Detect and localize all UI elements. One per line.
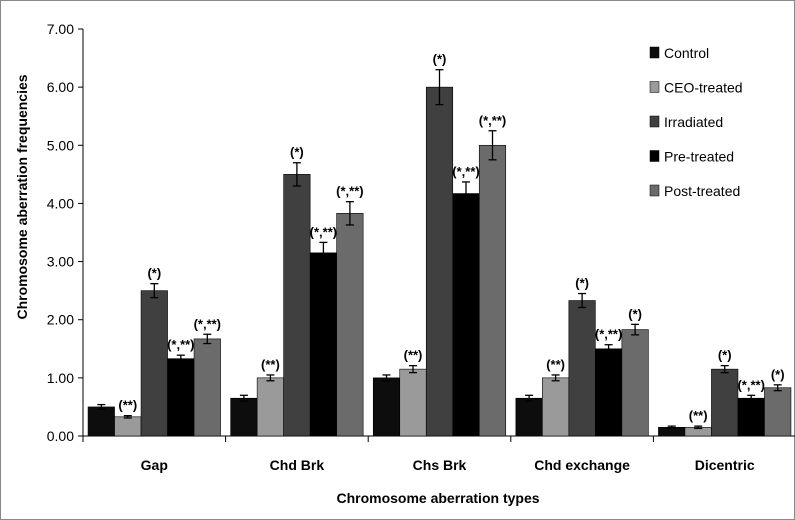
y-axis-title: Chromosome aberration frequencies <box>14 74 30 319</box>
significance-label: (**) <box>546 357 565 372</box>
y-tick-label: 5.00 <box>47 137 74 153</box>
x-tick-label: Chs Brk <box>413 457 467 473</box>
bar <box>425 86 454 437</box>
significance-label: (*) <box>771 367 785 382</box>
x-tick-label: Dicentric <box>695 457 755 473</box>
significance-label: (*,**) <box>336 184 363 199</box>
bar <box>309 252 337 437</box>
significance-label: (*,**) <box>167 337 194 352</box>
significance-label: (**) <box>404 348 423 363</box>
bar <box>114 416 142 437</box>
legend-label: Pre-treated <box>664 149 734 165</box>
legend-swatch <box>649 46 660 59</box>
significance-label: (*,**) <box>737 377 764 392</box>
y-tick-label: 6.00 <box>47 79 74 95</box>
significance-label: (*) <box>147 266 161 281</box>
significance-label: (*) <box>575 276 589 291</box>
bar <box>764 387 792 437</box>
bar <box>399 368 427 437</box>
significance-label: (*,**) <box>479 113 506 128</box>
bar <box>230 397 258 437</box>
legend-swatch <box>649 115 660 128</box>
significance-label: (**) <box>261 357 280 372</box>
bar <box>283 174 311 437</box>
plot-area: 0.00 1.00 2.00 3.00 4.00 5.00 6.00 7.00 (**) (*) (… <box>47 21 795 473</box>
x-axis-title: Chromosome aberration types <box>336 490 539 506</box>
bar <box>372 377 401 437</box>
legend-label: CEO-treated <box>664 80 743 96</box>
legend-label: Post-treated <box>664 183 740 199</box>
significance-label: (**) <box>118 398 137 413</box>
y-tick-label: 7.00 <box>47 21 74 37</box>
legend-swatch <box>649 81 660 93</box>
legend-label: Control <box>664 45 709 61</box>
y-tick-label: 0.00 <box>47 428 74 444</box>
significance-label: (*,**) <box>310 224 337 239</box>
significance-label: (*,**) <box>452 164 479 179</box>
y-tick-label: 4.00 <box>47 195 74 211</box>
significance-label: (*,**) <box>194 316 221 331</box>
bar <box>542 377 570 437</box>
bar <box>737 397 765 437</box>
significance-label: (**) <box>689 408 708 423</box>
bar <box>711 368 739 437</box>
bar <box>193 338 221 437</box>
bar <box>336 213 364 437</box>
significance-label: (*) <box>433 52 447 67</box>
significance-label: (*) <box>290 145 304 160</box>
bar <box>568 300 596 437</box>
x-tick-label: Chd Brk <box>270 457 325 473</box>
significance-label: (*) <box>628 306 642 321</box>
x-tick-label: Chd exchange <box>534 457 630 473</box>
legend: Control CEO-treated Irradiated Pre-treated P… <box>649 45 743 199</box>
bar <box>621 329 649 437</box>
bar <box>256 377 284 437</box>
y-tick-label: 2.00 <box>47 312 74 328</box>
legend-swatch <box>649 184 660 197</box>
legend-label: Irradiated <box>664 114 723 130</box>
bar <box>478 144 507 437</box>
bar <box>515 397 543 437</box>
significance-label: (*) <box>718 348 732 363</box>
bar <box>452 193 480 437</box>
bar <box>87 406 115 437</box>
x-tick-label: Gap <box>141 457 168 473</box>
bar <box>140 290 168 437</box>
y-tick-label: 1.00 <box>47 370 74 386</box>
bar <box>167 358 195 437</box>
significance-label: (*,**) <box>595 327 622 342</box>
legend-swatch <box>649 150 660 162</box>
y-tick-label: 3.00 <box>47 254 74 270</box>
bar <box>595 348 623 437</box>
